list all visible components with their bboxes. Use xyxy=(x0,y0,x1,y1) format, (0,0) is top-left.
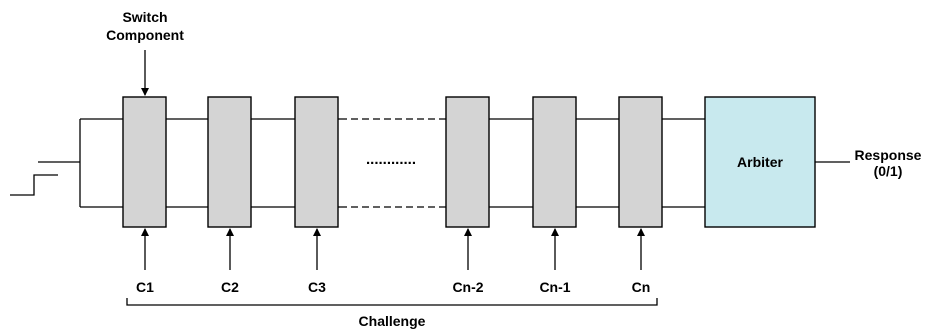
switch-component-c3 xyxy=(294,96,339,228)
switch-component-label-line1: Switch xyxy=(122,9,167,25)
challenge-label-cn-2: Cn-2 xyxy=(452,279,483,295)
challenge-bracket xyxy=(126,298,658,306)
switch-component-cn-2 xyxy=(445,96,490,228)
arbiter-label: Arbiter xyxy=(737,154,783,170)
switch-component-cn-1 xyxy=(532,96,577,228)
switch-component-c1 xyxy=(122,96,167,228)
step-input-icon xyxy=(10,174,58,196)
arbiter-block xyxy=(704,96,816,228)
challenge-label-c1: C1 xyxy=(136,279,154,295)
switch-component-cn xyxy=(618,96,663,228)
challenge-label-c2: C2 xyxy=(221,279,239,295)
response-label-line2: (0/1) xyxy=(874,163,903,179)
switch-component-label-line2: Component xyxy=(106,27,184,43)
challenge-label-cn: Cn xyxy=(632,279,651,295)
challenge-label: Challenge xyxy=(359,313,426,329)
switch-component-c2 xyxy=(207,96,252,228)
challenge-label-cn-1: Cn-1 xyxy=(539,279,570,295)
challenge-label-c3: C3 xyxy=(308,279,326,295)
stage-ellipsis: ............ xyxy=(366,151,416,168)
response-label-line1: Response xyxy=(855,147,922,163)
